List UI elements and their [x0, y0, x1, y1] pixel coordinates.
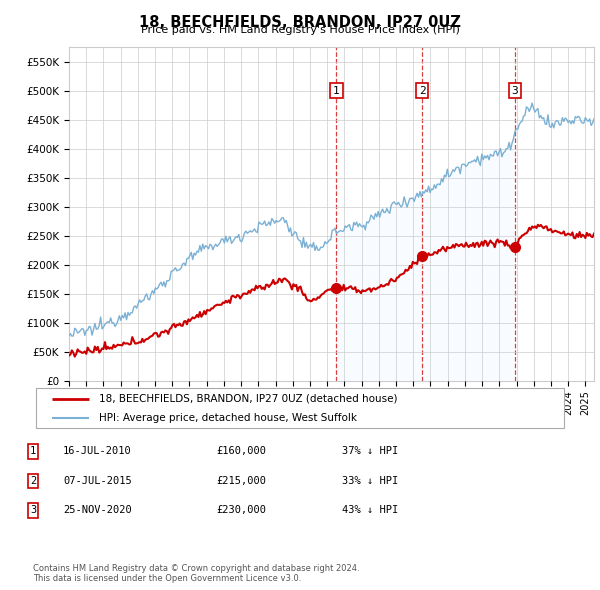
Text: £215,000: £215,000: [216, 476, 266, 486]
Text: 16-JUL-2010: 16-JUL-2010: [63, 447, 132, 456]
Text: HPI: Average price, detached house, West Suffolk: HPI: Average price, detached house, West…: [100, 413, 358, 422]
Text: 3: 3: [30, 506, 36, 515]
Text: £230,000: £230,000: [216, 506, 266, 515]
Text: 2: 2: [30, 476, 36, 486]
Text: 1: 1: [30, 447, 36, 456]
Text: Contains HM Land Registry data © Crown copyright and database right 2024.
This d: Contains HM Land Registry data © Crown c…: [33, 563, 359, 583]
Text: 2: 2: [419, 86, 425, 96]
Text: 33% ↓ HPI: 33% ↓ HPI: [342, 476, 398, 486]
Text: £160,000: £160,000: [216, 447, 266, 456]
Text: 07-JUL-2015: 07-JUL-2015: [63, 476, 132, 486]
Text: 25-NOV-2020: 25-NOV-2020: [63, 506, 132, 515]
Text: 18, BEECHFIELDS, BRANDON, IP27 0UZ (detached house): 18, BEECHFIELDS, BRANDON, IP27 0UZ (deta…: [100, 394, 398, 404]
Text: 18, BEECHFIELDS, BRANDON, IP27 0UZ: 18, BEECHFIELDS, BRANDON, IP27 0UZ: [139, 15, 461, 30]
Text: 37% ↓ HPI: 37% ↓ HPI: [342, 447, 398, 456]
Text: 1: 1: [333, 86, 340, 96]
FancyBboxPatch shape: [36, 388, 564, 428]
Text: Price paid vs. HM Land Registry's House Price Index (HPI): Price paid vs. HM Land Registry's House …: [140, 25, 460, 35]
Text: 43% ↓ HPI: 43% ↓ HPI: [342, 506, 398, 515]
Text: 3: 3: [511, 86, 518, 96]
